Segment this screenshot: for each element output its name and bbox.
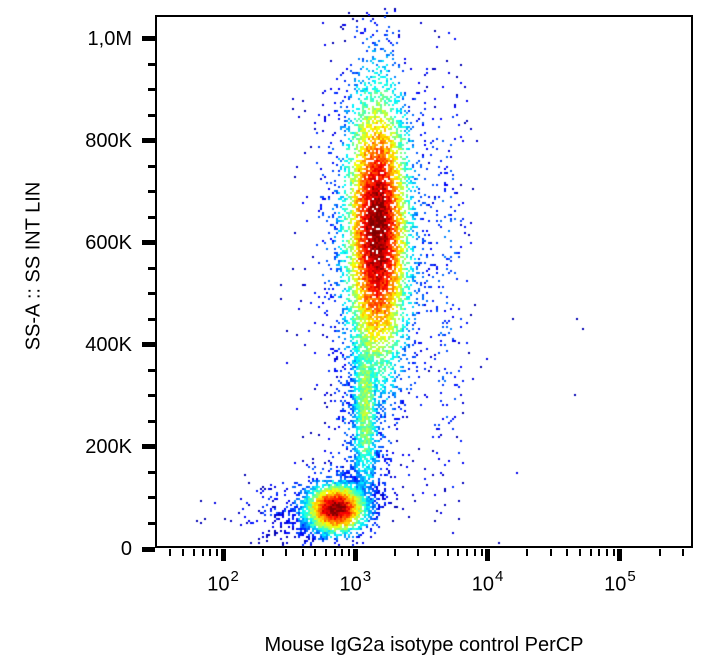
y-axis-minor-tick [148,292,155,296]
x-axis-minor-tick [215,549,218,556]
y-axis-major-tick [142,138,155,144]
x-axis-minor-tick [348,549,351,556]
x-axis-minor-tick [417,549,420,556]
x-axis-tick-label: 102 [178,566,268,598]
x-tick-exponent: 2 [230,568,239,585]
y-axis-title: SS-A :: SS INT LIN [22,181,45,351]
x-axis-major-tick [485,549,491,561]
x-tick-base: 10 [207,573,230,596]
y-axis-tick-label: 400K [85,333,132,356]
x-axis-minor-tick [457,549,460,556]
y-axis-tick-label: 200K [85,435,132,458]
x-axis-minor-tick [589,549,592,556]
x-axis-minor-tick [169,549,172,556]
y-axis-major-tick [142,342,155,348]
x-tick-base: 10 [471,573,495,596]
x-axis-minor-tick [446,549,449,556]
y-axis-minor-tick [148,521,155,525]
x-axis-minor-tick [314,549,317,556]
y-axis-minor-tick [148,368,155,372]
x-axis-tick-label: 103 [310,566,400,598]
x-axis-minor-tick [201,549,204,556]
y-axis-minor-tick [148,470,155,474]
x-axis-minor-tick [549,549,552,556]
x-tick-base: 10 [339,573,362,596]
x-axis-minor-tick [480,549,483,556]
y-axis-minor-tick [148,113,155,117]
x-axis-minor-tick [612,549,615,556]
x-axis-major-tick [617,549,623,561]
plot-area [155,15,693,548]
x-axis-minor-tick [579,549,582,556]
x-tick-base: 10 [604,573,627,596]
x-axis-major-tick [220,549,226,561]
x-axis-minor-tick [606,549,609,556]
x-axis-minor-tick [598,549,601,556]
x-axis-minor-tick [301,549,304,556]
x-axis-tick-label: 105 [575,566,665,598]
x-axis-minor-tick [209,549,212,556]
y-axis-minor-tick [148,419,155,423]
x-axis-minor-tick [324,549,327,556]
x-axis-tick-label: 104 [443,566,533,598]
x-axis-minor-tick [658,549,661,556]
x-axis-minor-tick [566,549,569,556]
y-axis-tick-label: 600K [85,231,132,254]
y-axis-minor-tick [148,215,155,219]
y-axis-minor-tick [148,317,155,321]
x-axis-minor-tick [433,549,436,556]
y-axis-minor-tick [148,88,155,92]
x-axis-minor-tick [466,549,469,556]
y-axis-minor-tick [148,496,155,500]
x-axis-minor-tick [473,549,476,556]
y-axis-major-tick [142,546,155,552]
y-axis-minor-tick [148,62,155,66]
x-axis-minor-tick [285,549,288,556]
x-tick-exponent: 5 [627,568,636,585]
x-axis-minor-tick [682,549,685,556]
y-axis-minor-tick [148,266,155,270]
x-axis-minor-tick [261,549,264,556]
y-axis-major-tick [142,36,155,41]
x-axis-minor-tick [333,549,336,556]
x-tick-exponent: 4 [495,568,504,585]
x-axis-minor-tick [341,549,344,556]
x-axis-minor-tick [182,549,185,556]
y-axis-minor-tick [148,190,155,194]
x-axis-title: Mouse IgG2a isotype control PerCP [264,634,584,656]
x-axis-minor-tick [394,549,397,556]
x-axis-minor-tick [192,549,195,556]
y-axis-tick-label: 800K [85,129,132,152]
y-axis-tick-label: 1,0M [87,27,132,50]
x-axis-major-tick [352,549,358,561]
y-axis-major-tick [142,444,155,450]
y-axis-minor-tick [148,164,155,168]
y-axis-minor-tick [148,394,155,398]
x-axis-minor-tick [526,549,529,556]
y-axis-tick-label: 0 [120,538,132,560]
x-tick-exponent: 3 [362,568,372,585]
y-axis-major-tick [142,240,155,246]
